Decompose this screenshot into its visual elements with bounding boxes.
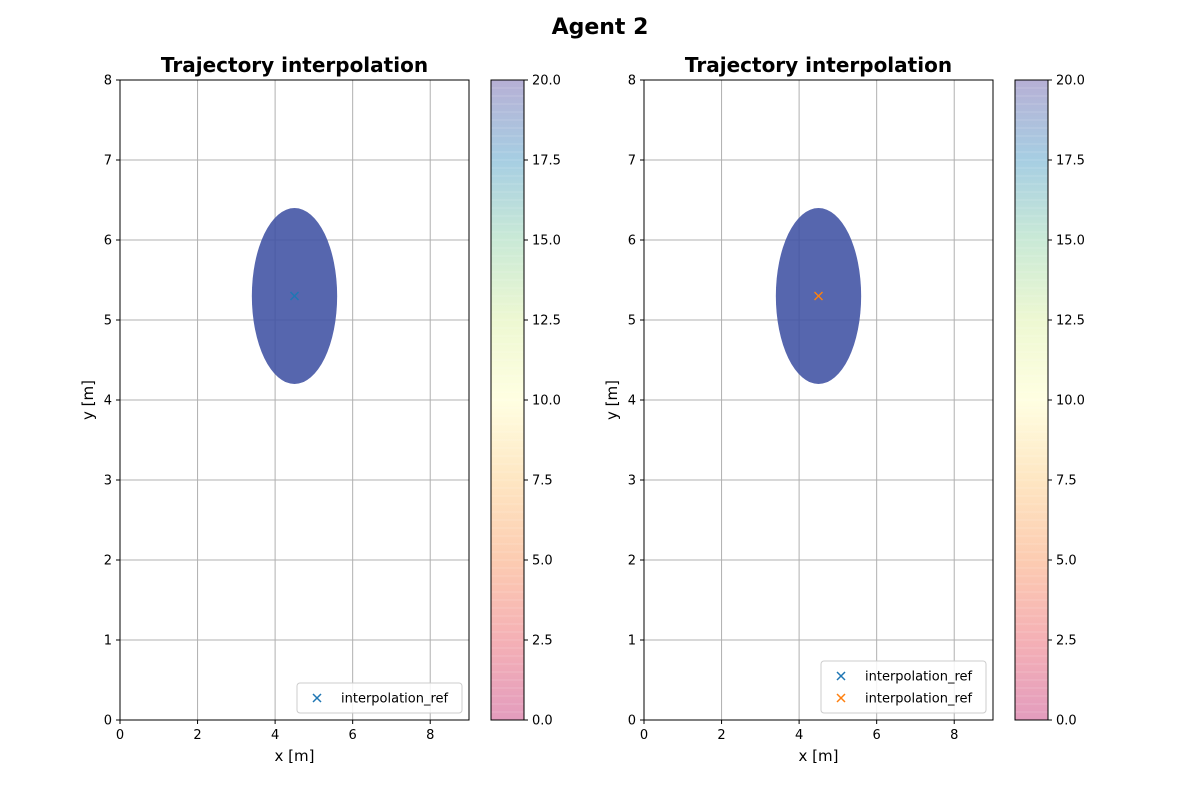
x-tick-label: 6	[873, 728, 881, 743]
legend-marker-series-1	[312, 693, 322, 703]
y-tick-label: 2	[628, 554, 636, 569]
y-tick-label: 1	[104, 634, 112, 649]
legend-marker-series-1	[836, 671, 846, 681]
y-axis-label: y [m]	[603, 380, 621, 420]
y-tick-label: 0	[104, 714, 112, 729]
x-tick-label: 4	[795, 728, 803, 743]
legend: interpolation_ref interpolation_ref	[820, 660, 987, 714]
x-tick-label: 0	[116, 728, 124, 743]
legend-label: interpolation_ref	[865, 670, 973, 685]
colorbar-tick-label: 7.5	[532, 474, 553, 489]
data-point-series-1	[289, 291, 300, 301]
x-axis-label: x [m]	[275, 747, 315, 765]
y-tick-label: 6	[104, 234, 112, 249]
y-axis-label: y [m]	[79, 380, 97, 420]
chart-title: Trajectory interpolation	[685, 53, 952, 77]
y-tick-label: 5	[628, 314, 636, 329]
x-tick-label: 8	[950, 728, 958, 743]
y-tick-label: 2	[104, 554, 112, 569]
y-tick-label: 3	[628, 474, 636, 489]
y-tick-label: 8	[104, 74, 112, 89]
colorbar: 0.0 2.5 5.0 7.5 10.0 12.5 15.0 17.5 20.0	[1014, 74, 1085, 729]
legend-marker-series-2	[836, 693, 846, 703]
colorbar-tick-label: 5.0	[1056, 554, 1077, 569]
colorbar-tick-label: 15.0	[532, 234, 561, 249]
colorbar-tick-label: 0.0	[1056, 714, 1077, 729]
colorbar-fill	[491, 80, 524, 720]
data-point-series-2	[813, 291, 824, 301]
colorbar: 0.0 2.5 5.0 7.5 10.0 12.5 15.0 17.5 20.0	[490, 74, 561, 729]
y-tick-label: 7	[628, 154, 636, 169]
legend-label: interpolation_ref	[865, 692, 973, 707]
x-tick-label: 8	[426, 728, 434, 743]
colorbar-tick-label: 15.0	[1056, 234, 1085, 249]
y-tick-label: 3	[104, 474, 112, 489]
y-tick-label: 8	[628, 74, 636, 89]
y-tick-label: 7	[104, 154, 112, 169]
legend: interpolation_ref	[296, 682, 463, 714]
y-tick-label: 4	[104, 394, 112, 409]
chart-panel-1: 0 2 4 6 8 0 1 2 3 4 5 6 7 8 Trajectory interpolation x …	[79, 53, 561, 765]
figure-title: Agent 2	[552, 15, 649, 40]
colorbar-tick-label: 2.5	[1056, 634, 1077, 649]
x-tick-label: 2	[717, 728, 725, 743]
y-tick-label: 4	[628, 394, 636, 409]
colorbar-fill	[1015, 80, 1048, 720]
legend-box	[820, 660, 987, 714]
x-tick-label: 4	[271, 728, 279, 743]
x-axis-label: x [m]	[799, 747, 839, 765]
colorbar-tick-label: 17.5	[1056, 154, 1085, 169]
colorbar-tick-label: 5.0	[532, 554, 553, 569]
chart-panel-2: 0 2 4 6 8 0 1 2 3 4 5 6 7 8 Trajectory interpolation x …	[603, 53, 1085, 765]
colorbar-tick-label: 20.0	[532, 74, 561, 89]
colorbar-tick-label: 7.5	[1056, 474, 1077, 489]
y-tick-label: 1	[628, 634, 636, 649]
y-tick-label: 0	[628, 714, 636, 729]
chart-title: Trajectory interpolation	[161, 53, 428, 77]
x-tick-label: 6	[349, 728, 357, 743]
colorbar-tick-label: 10.0	[1056, 394, 1085, 409]
legend-box	[296, 682, 463, 714]
y-tick-label: 5	[104, 314, 112, 329]
x-tick-label: 0	[640, 728, 648, 743]
x-tick-label: 2	[193, 728, 201, 743]
colorbar-tick-label: 12.5	[532, 314, 561, 329]
colorbar-tick-label: 2.5	[532, 634, 553, 649]
y-tick-label: 6	[628, 234, 636, 249]
legend-label: interpolation_ref	[341, 692, 449, 707]
colorbar-tick-label: 17.5	[532, 154, 561, 169]
colorbar-tick-label: 20.0	[1056, 74, 1085, 89]
colorbar-tick-label: 12.5	[1056, 314, 1085, 329]
colorbar-tick-label: 10.0	[532, 394, 561, 409]
colorbar-tick-label: 0.0	[532, 714, 553, 729]
